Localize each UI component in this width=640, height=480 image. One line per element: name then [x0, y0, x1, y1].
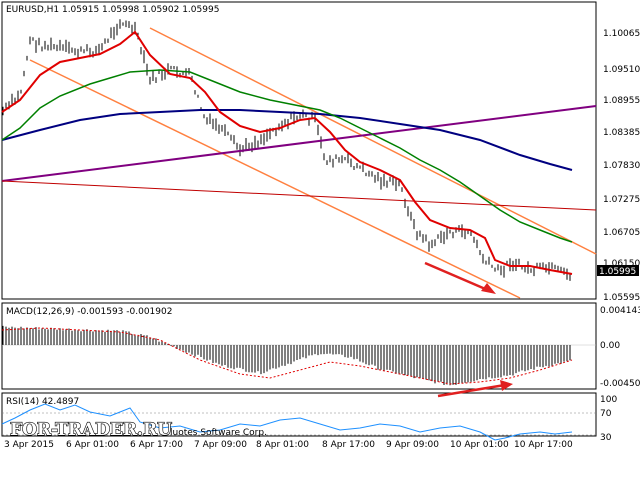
macd-tick: 0.00: [600, 341, 620, 351]
time-tick: 10 Apr 01:00: [450, 440, 509, 450]
copyright-text: luotes Software Corp.: [170, 428, 267, 438]
symbol-header: EURUSD,H1 1.05915 1.05998 1.05902 1.0599…: [6, 5, 219, 15]
rsi-header: RSI(14) 42.4897: [6, 397, 79, 407]
time-tick: 6 Apr 17:00: [130, 440, 183, 450]
price-tick: 1.08385: [603, 128, 640, 138]
ma-fast-line: [1, 30, 573, 275]
price-tick: 1.06150: [603, 259, 640, 269]
current-price-label: 1.05995: [599, 267, 636, 277]
price-tick: 1.09510: [603, 65, 640, 75]
macd-histogram: [2, 325, 571, 386]
arrow-line-price: [424, 261, 491, 293]
time-tick: 8 Apr 17:00: [322, 440, 375, 450]
time-tick: 9 Apr 09:00: [386, 440, 439, 450]
time-tick: 7 Apr 09:00: [194, 440, 247, 450]
current-price-tag: [597, 265, 639, 276]
price-tick: 1.05595: [603, 293, 640, 303]
purple-trendline[interactable]: [1, 105, 597, 182]
arrow-head-macd: [500, 380, 513, 391]
red-trendline[interactable]: [1, 180, 597, 211]
price-axis: 1.10065 1.09510 1.08955 1.08385 1.07830 …: [603, 29, 640, 303]
macd-pane[interactable]: [1, 302, 597, 390]
time-tick: 10 Apr 17:00: [514, 440, 573, 450]
time-tick: 3 Apr 2015: [4, 440, 54, 450]
ma-slow-line: [1, 109, 573, 171]
price-pane[interactable]: [1, 1, 597, 300]
channel-upper-line[interactable]: [149, 27, 597, 255]
price-tick: 1.10065: [603, 29, 640, 39]
time-tick: 6 Apr 01:00: [66, 440, 119, 450]
rsi-axis: 100 70 30 0: [600, 395, 617, 443]
rsi-tick: 100: [600, 395, 617, 405]
arrow-head-price: [481, 283, 496, 294]
price-tick: 1.07275: [603, 195, 640, 205]
watermark-logo: FOR-TRADER.RU: [10, 420, 172, 440]
price-tick: 1.08955: [603, 96, 640, 106]
arrow-line-macd: [437, 383, 506, 398]
rsi-tick: 30: [600, 433, 612, 443]
macd-header: MACD(12,26,9) -0.001593 -0.001902: [6, 307, 172, 317]
price-tick: 1.06705: [603, 228, 640, 238]
macd-tick: 0.004143: [600, 306, 640, 316]
rsi-tick: 70: [600, 409, 612, 419]
channel-lower-line[interactable]: [29, 59, 521, 299]
time-axis: 3 Apr 2015 6 Apr 01:00 6 Apr 17:00 7 Apr…: [4, 440, 573, 450]
rsi-line: [1, 403, 573, 441]
ma-mid-line: [1, 69, 573, 243]
macd-tick: -0.004505: [600, 379, 640, 389]
price-tick: 1.07830: [603, 161, 640, 171]
macd-axis: 0.004143 0.00 -0.004505: [600, 306, 640, 389]
time-tick: 8 Apr 01:00: [256, 440, 309, 450]
